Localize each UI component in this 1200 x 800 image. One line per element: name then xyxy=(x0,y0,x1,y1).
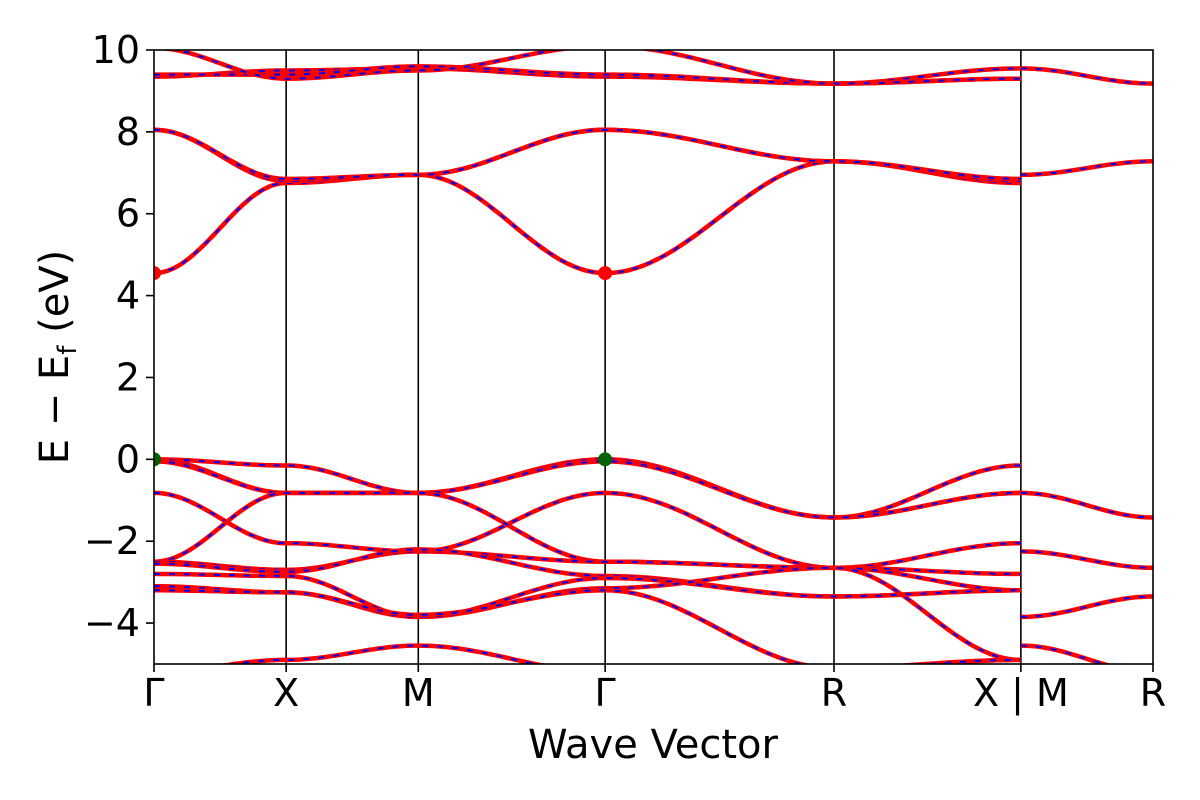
x-tick-label-4: R xyxy=(821,671,847,715)
band-line-overlay-13 xyxy=(154,128,1021,180)
band-line-overlay-8 xyxy=(154,566,1021,661)
band-line-overlay-6 xyxy=(154,548,1021,598)
band-line-13 xyxy=(154,127,1021,182)
y-axis-title-unit: (eV) xyxy=(32,250,78,346)
band-line-overlay-14 xyxy=(154,67,1021,85)
band-line-8 xyxy=(154,565,1021,663)
y-tick-label-1: −2 xyxy=(84,519,140,563)
cbm-marker-0 xyxy=(154,266,161,281)
y-tick-label-7: 10 xyxy=(92,28,140,72)
y-tick-label-0: −4 xyxy=(84,601,140,645)
band-line-17 xyxy=(1020,490,1153,520)
y-tick-label-2: 0 xyxy=(116,437,140,481)
y-tick-label-3: 2 xyxy=(116,355,140,399)
band-line-overlay-12 xyxy=(154,128,1021,182)
band-line-overlay-3 xyxy=(154,491,1021,569)
band-line-19 xyxy=(1020,594,1153,620)
band-line-overlay-2 xyxy=(154,460,1021,519)
y-axis-title: E − Ef (eV) xyxy=(32,250,83,465)
y-axis-title-subscript: f xyxy=(53,345,83,355)
k-point-divider-lines xyxy=(285,50,1022,664)
x-axis: Γ X M Γ R X | M R xyxy=(143,664,1166,716)
x-tick-label-0: Γ xyxy=(143,671,164,715)
y-tick-label-4: 4 xyxy=(116,274,140,318)
band-line-overlay-21 xyxy=(1020,160,1153,176)
band-line-9 xyxy=(154,588,1021,664)
band-line-overlay-16 xyxy=(169,50,1021,85)
x-tick-label-6: R xyxy=(1140,671,1166,715)
band-line-2 xyxy=(154,459,1021,520)
band-line-overlay-10 xyxy=(227,644,1021,664)
plot-frame xyxy=(153,49,1154,665)
band-line-0 xyxy=(154,457,1021,520)
band-line-22 xyxy=(1020,66,1153,86)
band-extrema-markers xyxy=(154,266,613,467)
vbm-marker-1 xyxy=(598,452,613,467)
y-axis-title-main: E − E xyxy=(32,355,78,465)
x-tick-label-5: X | M xyxy=(973,671,1069,716)
vbm-marker-0 xyxy=(154,452,161,467)
band-line-12 xyxy=(154,127,1021,184)
x-axis-title: Wave Vector xyxy=(528,722,779,768)
x-tick-label-1: X xyxy=(273,671,299,715)
band-line-10 xyxy=(218,643,1021,664)
band-line-18 xyxy=(1020,549,1153,571)
y-axis: −4 −2 0 2 4 6 8 10 xyxy=(84,28,154,645)
x-tick-label-3: Γ xyxy=(595,671,616,715)
band-line-21 xyxy=(1020,159,1153,178)
y-tick-label-5: 6 xyxy=(116,192,140,236)
band-line-20 xyxy=(1020,643,1113,664)
band-line-overlay-9 xyxy=(154,589,1021,664)
band-lines xyxy=(154,50,1153,664)
y-tick-label-6: 8 xyxy=(116,110,140,154)
cbm-marker-1 xyxy=(598,266,613,281)
band-line-overlay-7 xyxy=(154,572,1021,618)
x-tick-label-2: M xyxy=(402,671,435,715)
